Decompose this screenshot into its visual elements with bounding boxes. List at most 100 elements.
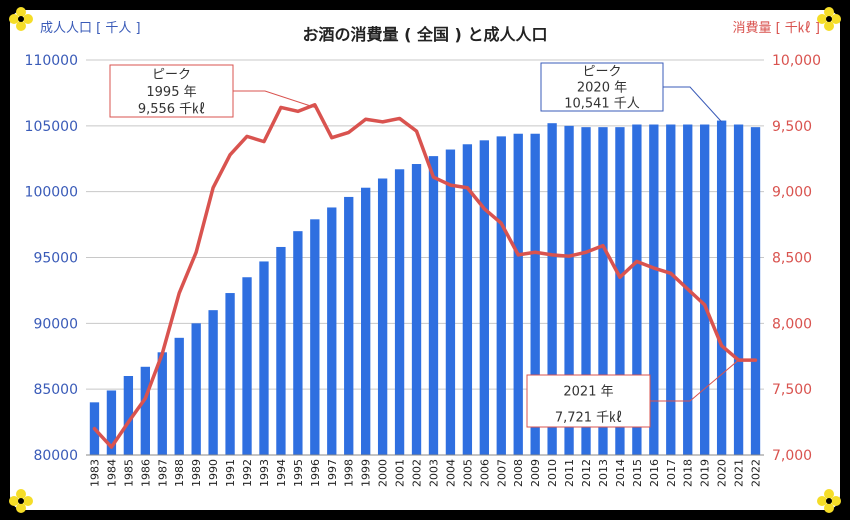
bar-adult-population [106,390,117,455]
x-tick-label: 1991 [224,459,237,487]
x-tick-label: 2010 [546,459,559,487]
grid-lines [86,59,764,456]
bar-adult-population [310,219,320,455]
right-tick-label: 7,500 [772,382,812,398]
bar-adult-population [174,337,184,455]
bar-adult-population [530,133,540,455]
x-tick-label: 2002 [411,459,424,487]
bar-adult-population [700,124,710,456]
bar-adult-population [327,207,337,455]
x-tick-label: 2019 [699,459,712,487]
bar-adult-population [649,124,659,456]
x-tick-label: 2012 [580,459,593,487]
bar-adult-population [377,178,388,455]
bar-adult-population [259,261,269,455]
chart-title: お酒の消費量 ( 全国 ) と成人人口 [303,25,548,44]
line-series [92,103,758,449]
flower-corner-icon [8,488,34,514]
x-tick-label: 2017 [665,459,678,487]
left-tick-label: 95000 [33,251,78,267]
bar-adult-population [496,136,506,455]
x-tick-label: 1993 [258,459,271,487]
bar-adult-population [242,277,252,455]
annotation-text: 2021 年 [563,384,613,399]
x-tick-label: 2007 [495,459,508,487]
right-tick-label: 8,000 [772,316,812,332]
x-tick-label: 2022 [750,459,763,487]
annotation-leader-line [663,86,722,123]
bar-adult-population [140,366,150,455]
annotation-text: ピーク [582,64,621,79]
x-tick-label: 2009 [529,459,542,487]
bar-adult-population [293,231,303,455]
x-tick-label: 2004 [444,459,457,487]
annotation-box [109,64,234,118]
left-tick-label: 100000 [25,185,78,201]
bar-adult-population [581,127,591,456]
annotation-text: 10,541 千人 [564,96,640,111]
bar-adult-population [598,127,608,456]
x-tick-label: 2006 [478,459,491,487]
x-tick-label: 1990 [207,459,220,487]
annotation-text: 2020 年 [577,80,627,95]
line-consumption [92,103,758,449]
bar-adult-population [428,156,439,455]
annotation-text: 9,556 千㎘ [138,102,205,117]
right-axis-label: 消費量 [ 千㎘ ] [732,21,820,36]
bar-adult-population [750,127,761,456]
bar-adult-population [666,124,676,456]
bar-adult-population [615,127,625,456]
x-tick-label: 2020 [716,459,729,487]
bar-adult-population [276,246,286,455]
flower-corner-icon [816,488,842,514]
bar-adult-population [157,352,167,455]
x-tick-label: 2018 [682,459,695,487]
x-tick-label: 2001 [394,459,407,487]
annotation-leader-line [233,90,315,108]
bar-adult-population [716,120,727,456]
bar-adult-population [411,164,422,455]
left-tick-label: 105000 [25,119,78,135]
right-tick-label: 9,000 [772,185,812,201]
x-tick-label: 1994 [275,459,288,487]
x-tick-label: 1998 [343,459,356,487]
x-tick-label: 2011 [563,459,576,487]
x-tick-label: 2014 [614,459,627,487]
bar-adult-population [394,169,405,456]
annotation-text: ピーク [152,68,191,83]
flower-corner-icon [8,6,34,32]
left-tick-label: 80000 [33,448,78,464]
bar-adult-population [479,140,489,456]
bar-adult-population [361,187,371,455]
bar-adult-population [462,144,473,455]
bar-adult-population [632,124,642,456]
x-tick-label: 1992 [241,459,254,487]
flower-corner-icon [816,6,842,32]
right-tick-label: 7,000 [772,448,812,464]
x-tick-label: 1985 [122,459,135,487]
bar-series [89,120,761,456]
x-tick-label: 1984 [105,459,118,487]
x-tick-label: 1988 [173,459,186,487]
x-tick-label: 2000 [377,459,390,487]
bar-adult-population [344,196,354,455]
bar-adult-population [513,133,523,455]
x-tick-label: 1986 [139,459,152,487]
bar-adult-population [445,149,456,456]
bar-adult-population [208,310,218,455]
annotation-box [540,62,664,112]
x-tick-label: 1997 [326,459,339,487]
bar-adult-population [191,323,201,455]
x-tick-label: 2005 [461,459,474,487]
annotation-text: 1995 年 [146,85,196,100]
x-tick-label: 1996 [309,459,322,487]
axes: 110000 10,000 105000 9,500 100000 9,000 95000 8… [25,53,821,487]
bar-adult-population [123,376,134,455]
x-tick-label: 2003 [427,459,440,487]
right-tick-label: 9,500 [772,119,812,135]
annotation-box [526,374,651,428]
x-tick-label: 1999 [360,459,373,487]
